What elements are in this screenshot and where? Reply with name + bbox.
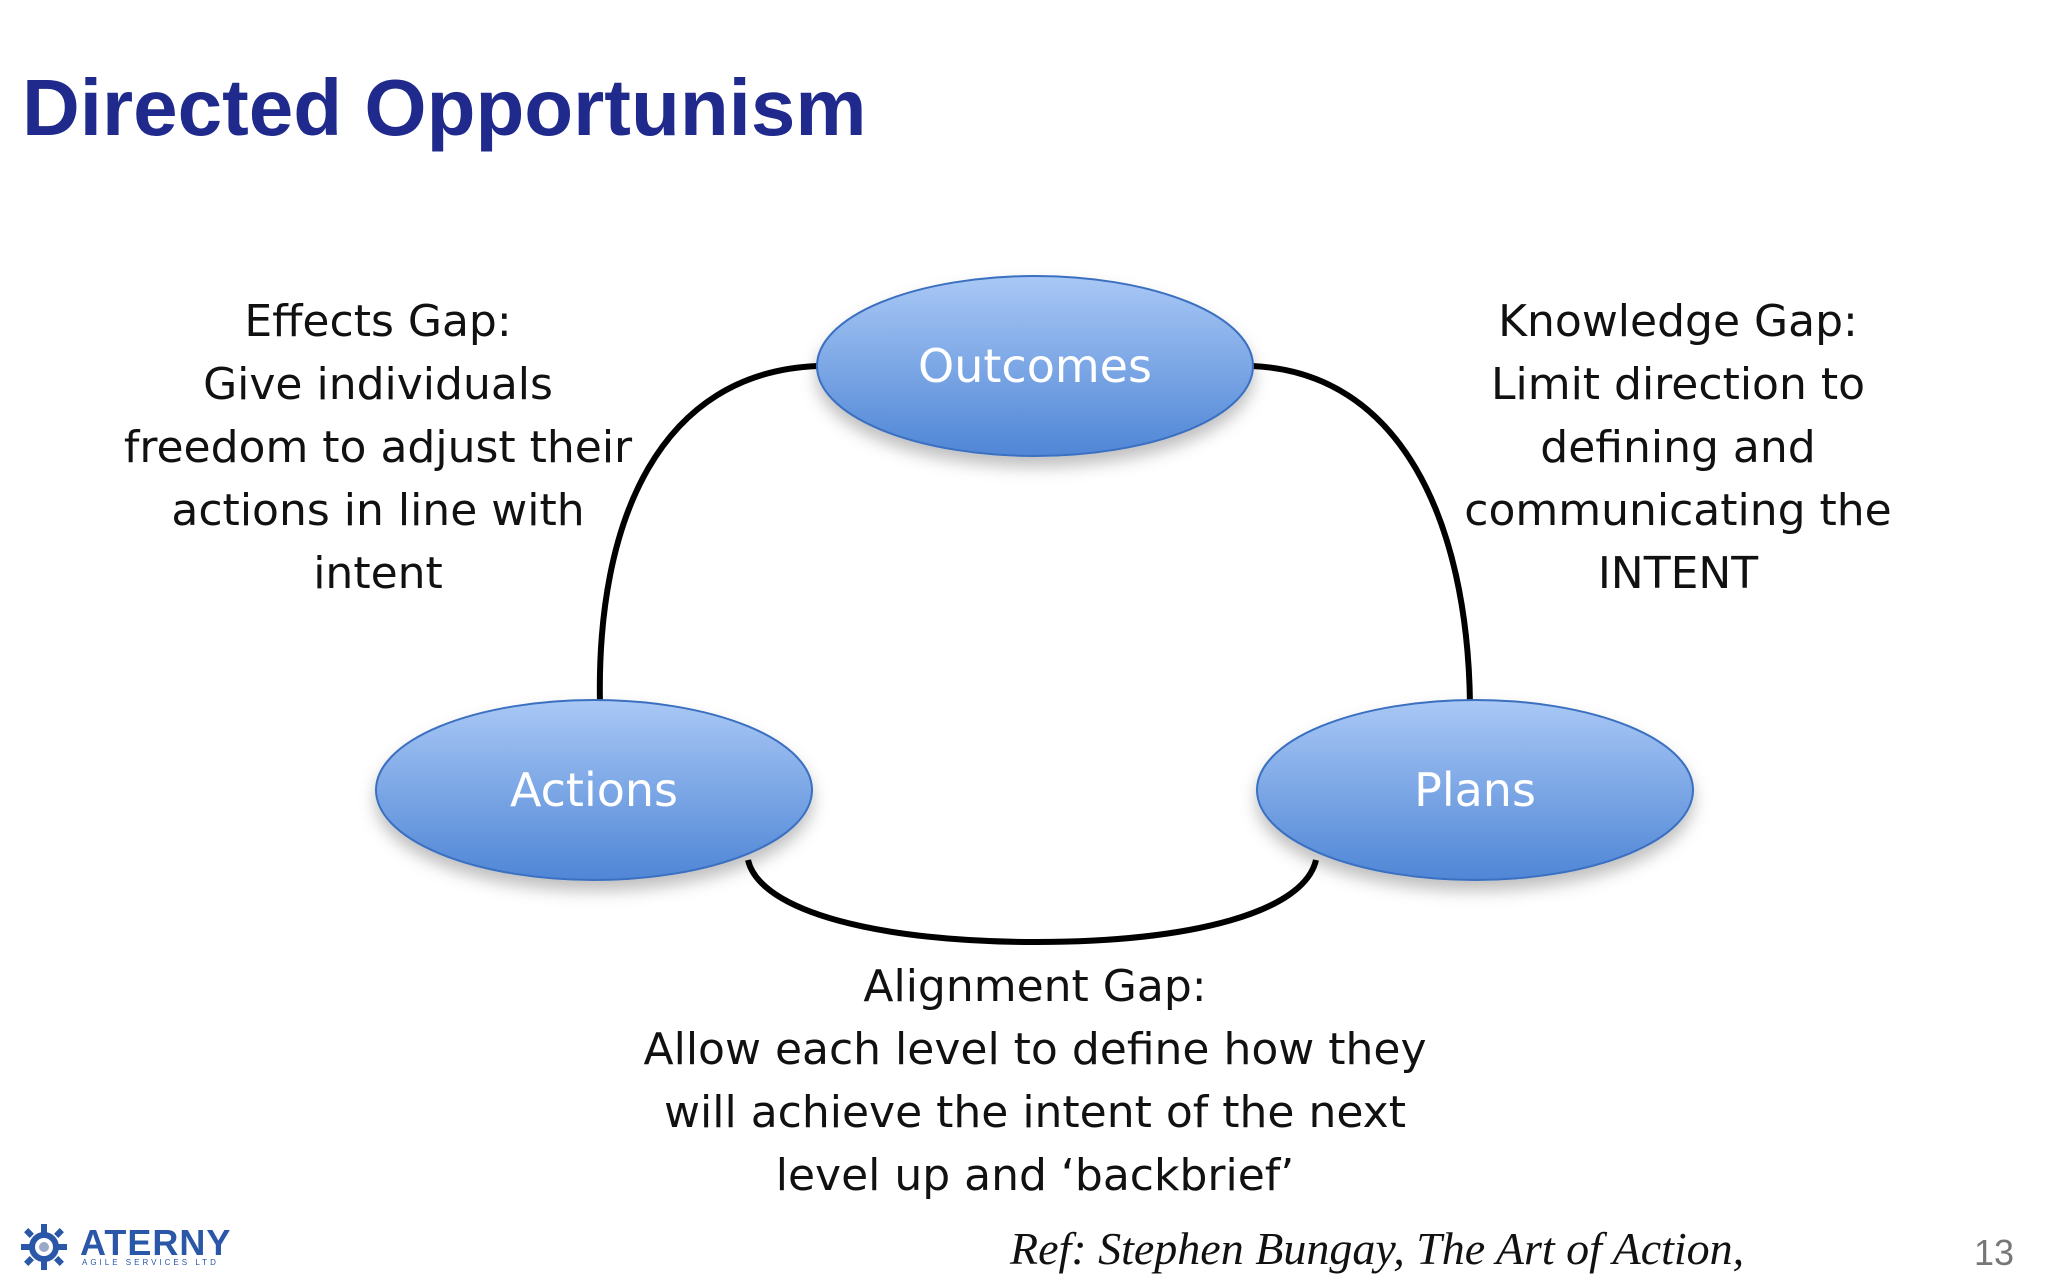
effects-gap-line: freedom to adjust their — [123, 422, 633, 473]
node-actions-label: Actions — [510, 763, 678, 817]
slide-title: Directed Opportunism — [22, 63, 867, 152]
node-plans-label: Plans — [1414, 763, 1536, 817]
node-outcomes-label: Outcomes — [918, 339, 1152, 393]
alignment-gap-text: Alignment Gap: Allow each level to defin… — [600, 955, 1470, 1207]
knowledge-gap-line: Knowledge Gap: — [1498, 296, 1858, 347]
alignment-gap-line: will achieve the intent of the next — [664, 1087, 1406, 1138]
page-number: 13 — [1974, 1232, 2015, 1273]
reference-citation: Ref: Stephen Bungay, The Art of Action, — [1010, 1223, 1745, 1274]
effects-gap-line: Effects Gap: — [244, 296, 512, 347]
aterny-logo: ATERNY AGILE SERVICES LTD — [18, 1222, 258, 1272]
knowledge-gap-line: communicating the — [1464, 485, 1892, 536]
logo-wordmark: ATERNY — [80, 1222, 232, 1263]
knowledge-gap-line: INTENT — [1597, 548, 1759, 599]
connector-outcomes-plans — [1251, 363, 1473, 706]
effects-gap-text: Effects Gap: Give individuals freedom to… — [88, 290, 668, 605]
connector-actions-outcomes — [596, 363, 819, 706]
logo-subtitle: AGILE SERVICES LTD — [82, 1258, 219, 1267]
gear-icon — [21, 1224, 67, 1270]
node-outcomes: Outcomes — [816, 275, 1254, 457]
effects-gap-line: Give individuals — [203, 359, 553, 410]
connector-actions-plans — [745, 859, 1319, 946]
knowledge-gap-line: defining and — [1540, 422, 1816, 473]
knowledge-gap-text: Knowledge Gap: Limit direction to defini… — [1398, 290, 1958, 605]
node-actions: Actions — [375, 699, 813, 881]
effects-gap-line: actions in line with — [171, 485, 585, 536]
knowledge-gap-line: Limit direction to — [1490, 359, 1866, 410]
alignment-gap-line: Allow each level to define how they — [643, 1024, 1427, 1075]
node-plans: Plans — [1256, 699, 1694, 881]
effects-gap-line: intent — [313, 548, 443, 599]
alignment-gap-line: level up and ‘backbrief’ — [775, 1150, 1295, 1201]
alignment-gap-line: Alignment Gap: — [863, 961, 1207, 1012]
